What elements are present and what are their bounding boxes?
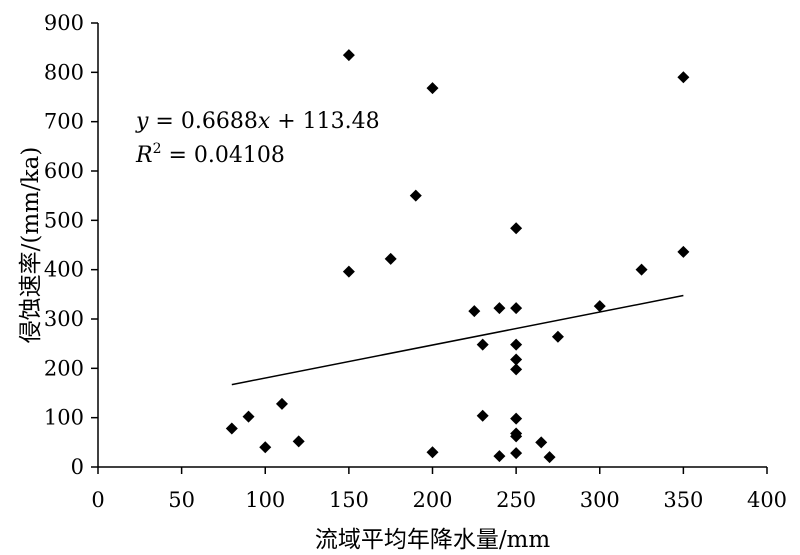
data-point-marker: [510, 430, 523, 443]
data-point-marker: [535, 436, 548, 449]
data-point-marker: [342, 265, 355, 278]
data-point-marker: [409, 189, 422, 202]
data-point-marker: [510, 222, 523, 235]
data-point-marker: [468, 305, 481, 318]
y-tick-label: 100: [44, 406, 84, 430]
data-point-marker: [551, 330, 564, 343]
data-point-marker: [225, 422, 238, 435]
data-point-marker: [510, 302, 523, 315]
y-tick-label: 300: [44, 307, 84, 331]
regression-line: [231, 294, 684, 386]
y-tick-label: 900: [44, 11, 84, 35]
data-point-marker: [593, 300, 606, 313]
r2-symbol: R: [135, 143, 153, 168]
data-point-marker: [342, 49, 355, 62]
data-point-marker: [259, 441, 272, 454]
x-tick-label: 350: [663, 488, 703, 512]
equation-x-var: x: [258, 109, 271, 134]
x-tick-label: 50: [168, 488, 195, 512]
data-point-marker: [510, 447, 523, 460]
data-point-marker: [426, 446, 439, 459]
x-axis-title: 流域平均年降水量/mm: [315, 527, 551, 553]
x-tick-label: 400: [747, 488, 787, 512]
data-point-marker: [426, 82, 439, 95]
equation-intercept: + 113.48: [270, 109, 379, 134]
data-point-marker: [493, 302, 506, 315]
data-point-marker: [677, 71, 690, 84]
y-tick-label: 500: [44, 208, 84, 232]
regression-equation: y = 0.6688x + 113.48: [135, 109, 380, 134]
data-point-marker: [510, 412, 523, 425]
r2-superscript: 2: [153, 141, 162, 157]
y-tick-label: 400: [44, 258, 84, 282]
data-point-marker: [292, 435, 305, 448]
y-tick-label: 800: [44, 60, 84, 84]
trendline-group: [231, 294, 684, 386]
data-point-marker: [543, 451, 556, 464]
x-tick-label: 100: [245, 488, 285, 512]
x-tick-label: 200: [412, 488, 452, 512]
x-ticks: 0 50 100 150 200 250 300 350 400: [91, 467, 787, 512]
x-tick-label: 250: [496, 488, 536, 512]
equation-slope: = 0.6688: [148, 109, 257, 134]
data-point-marker: [635, 263, 648, 276]
data-point-marker: [242, 410, 255, 423]
y-tick-label: 0: [71, 455, 84, 479]
data-point-marker: [510, 338, 523, 351]
r-squared-label: R2 = 0.04108: [135, 141, 285, 168]
data-point-marker: [275, 397, 288, 410]
x-tick-label: 0: [91, 488, 104, 512]
x-tick-label: 150: [329, 488, 369, 512]
x-tick-label: 300: [580, 488, 620, 512]
data-point-marker: [384, 252, 397, 265]
data-point-marker: [510, 363, 523, 376]
data-point-marker: [677, 245, 690, 258]
data-point-marker: [476, 409, 489, 422]
equation-y-var: y: [135, 109, 149, 134]
r2-value: = 0.04108: [162, 143, 285, 168]
data-point-marker: [510, 353, 523, 366]
y-tick-label: 700: [44, 110, 84, 134]
data-point-marker: [493, 450, 506, 463]
data-points: [225, 49, 690, 464]
y-tick-label: 600: [44, 159, 84, 183]
y-axis-title: 侵蚀速率/(mm/ka): [18, 147, 44, 344]
y-ticks: 0 100 200 300 400 500 600 700 800 900: [44, 11, 98, 479]
y-tick-label: 200: [44, 356, 84, 380]
data-point-marker: [476, 338, 489, 351]
